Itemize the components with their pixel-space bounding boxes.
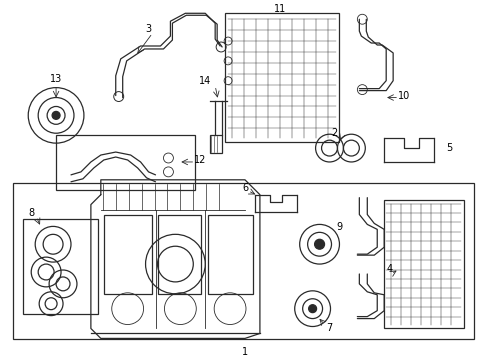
Text: 3: 3 (145, 24, 151, 34)
Bar (208, 215, 252, 294)
Circle shape (308, 305, 316, 312)
Text: 13: 13 (50, 74, 62, 84)
Text: 10: 10 (397, 91, 409, 100)
Bar (13, 183, 473, 339)
Circle shape (314, 239, 324, 249)
Text: 4: 4 (386, 264, 391, 274)
Text: 8: 8 (28, 207, 34, 217)
Bar (103, 215, 151, 294)
Bar (384, 200, 463, 328)
Text: 7: 7 (325, 324, 332, 333)
Text: 11: 11 (273, 4, 285, 14)
Text: 14: 14 (199, 76, 211, 86)
Text: 6: 6 (242, 183, 247, 193)
Text: 12: 12 (194, 155, 206, 165)
Bar (210, 135, 222, 153)
Bar (23, 220, 98, 314)
Bar (158, 215, 201, 294)
Bar (56, 135, 195, 190)
Text: 5: 5 (445, 143, 451, 153)
Text: 9: 9 (336, 222, 342, 233)
Circle shape (52, 111, 60, 120)
Text: 1: 1 (242, 347, 247, 357)
Text: 2: 2 (331, 128, 337, 138)
Bar (224, 13, 339, 142)
